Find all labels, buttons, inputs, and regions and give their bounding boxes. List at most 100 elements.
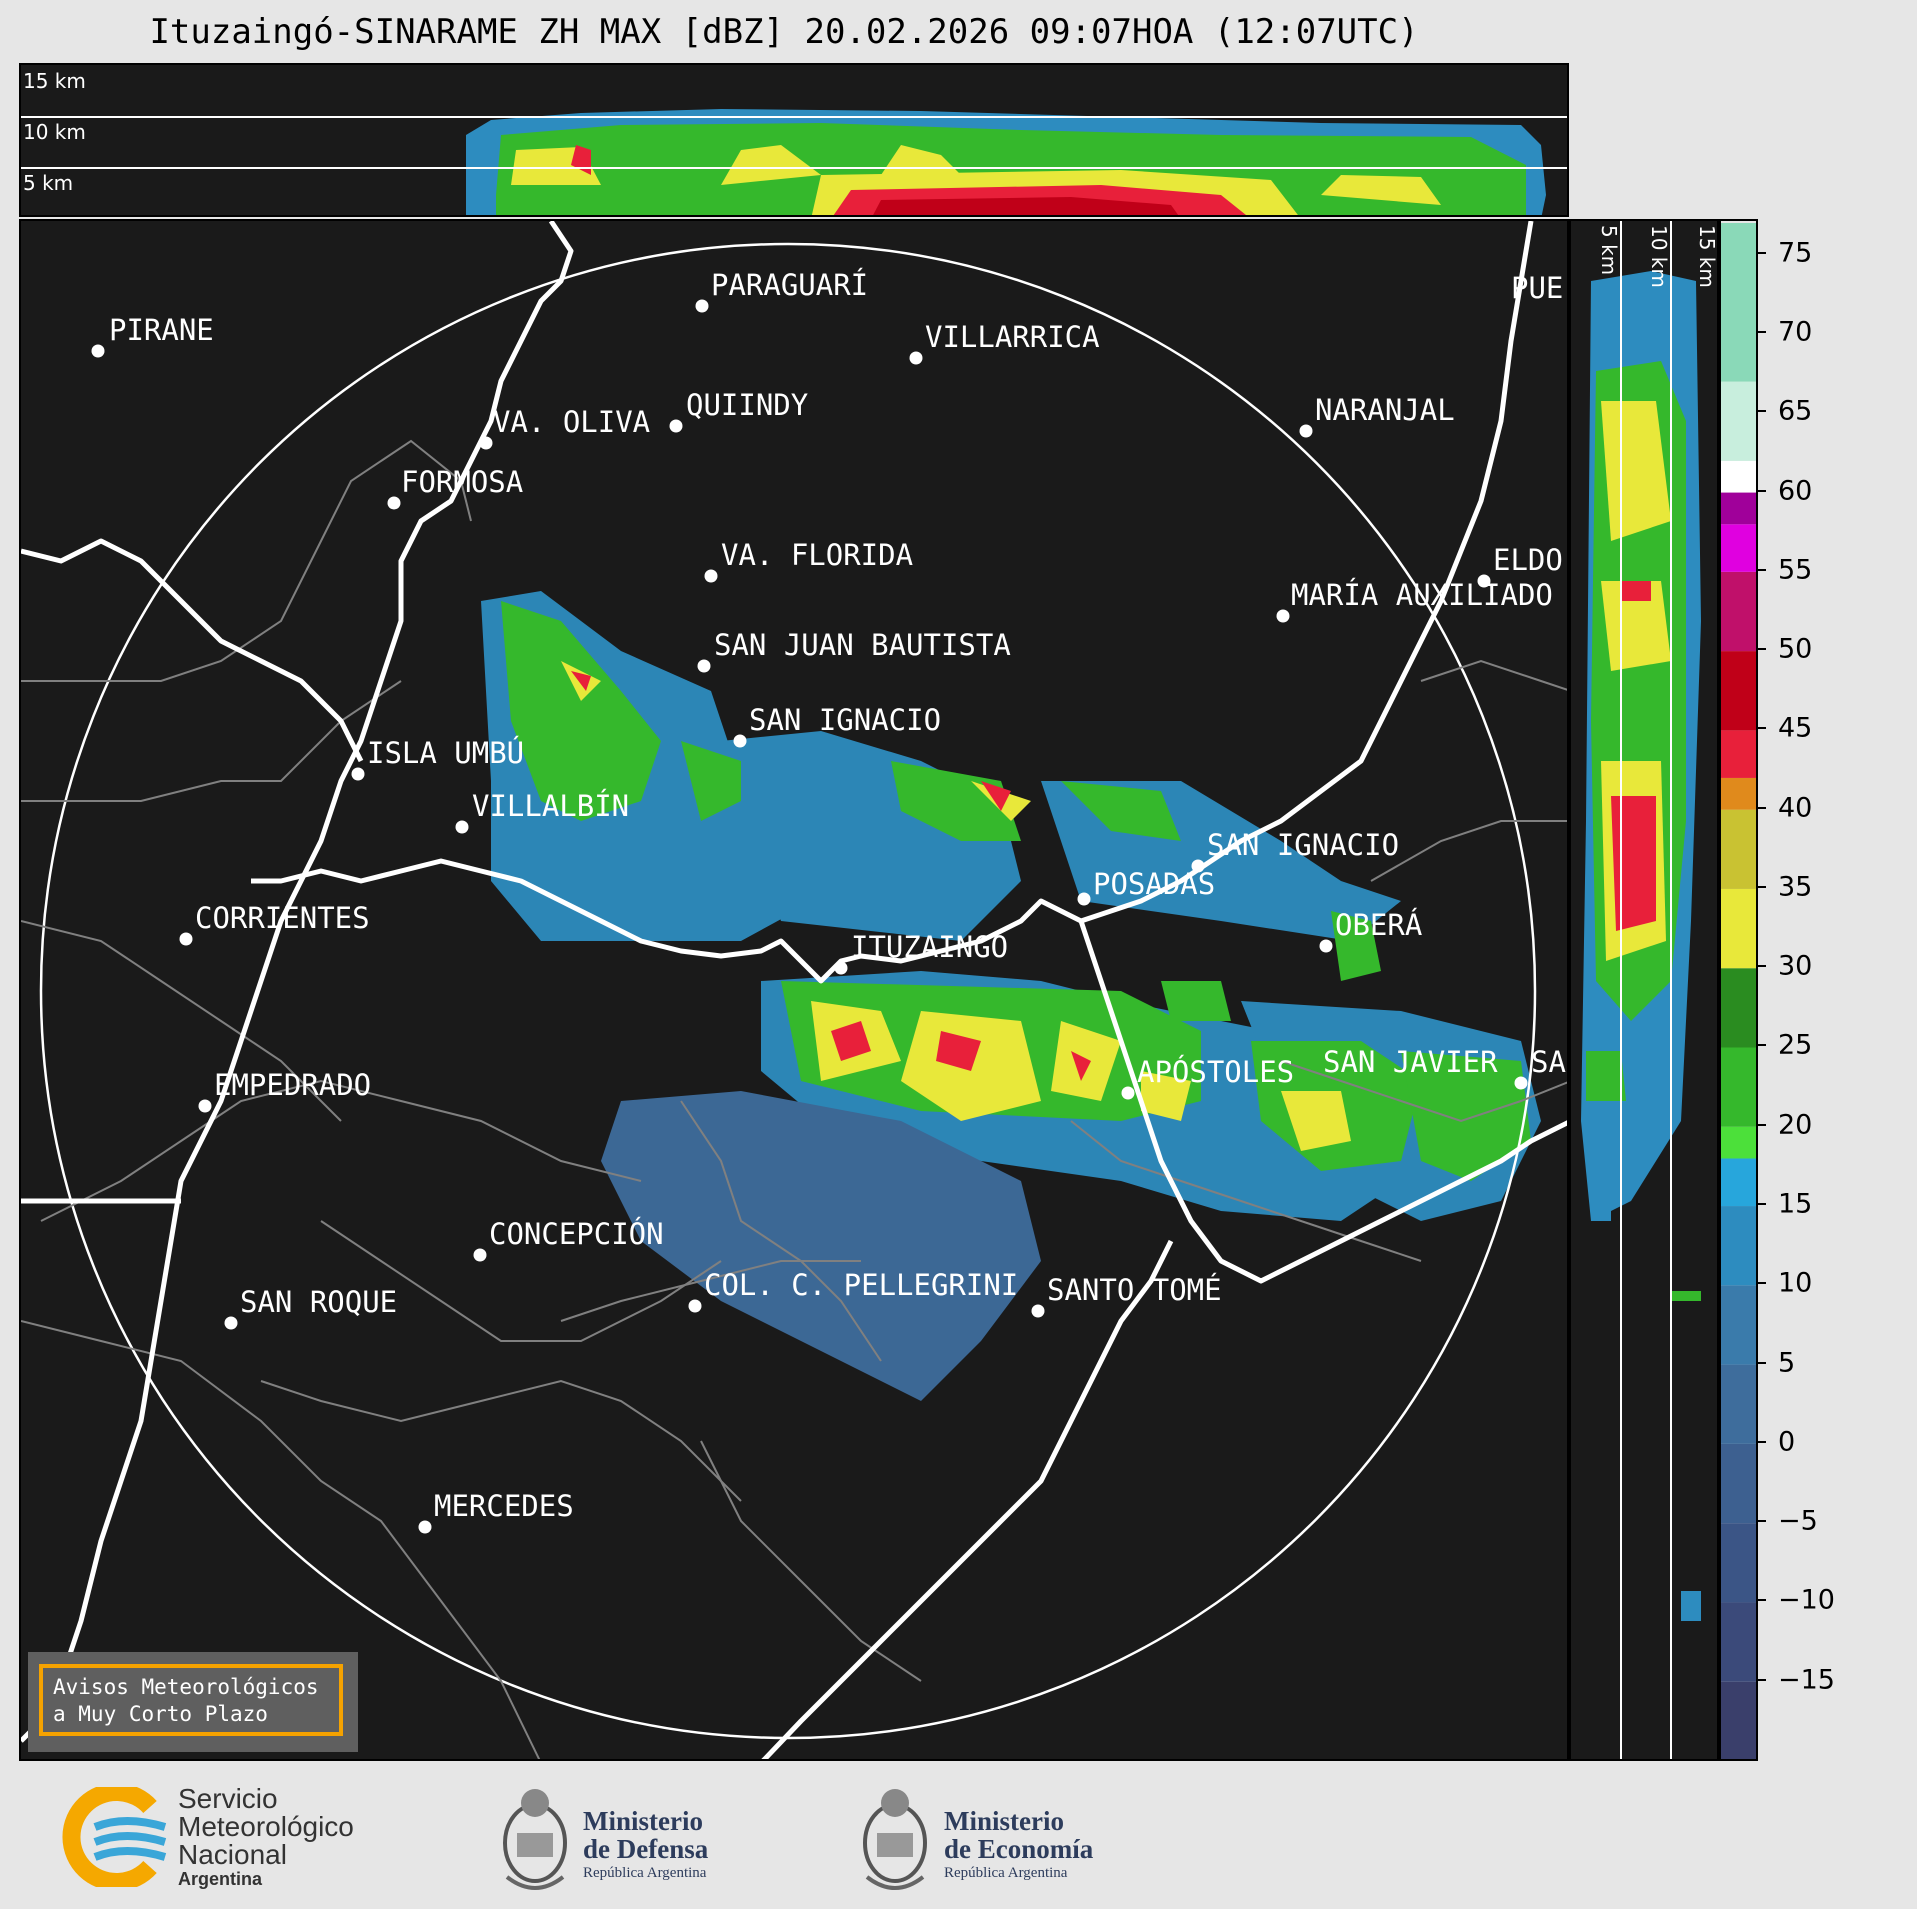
city-label-concepcion: CONCEPCIÓN: [489, 1217, 664, 1251]
warning-box[interactable]: Avisos Meteorológicos a Muy Corto Plazo: [28, 1652, 358, 1752]
city-label-isla-umbu: ISLA UMBÚ: [367, 736, 525, 770]
smn-line-2: Meteorológico: [178, 1811, 354, 1842]
altitude-label-5km: 5 km: [23, 171, 74, 195]
colorbar-tick-mark: [1758, 885, 1766, 888]
colorbar-tick-mark: [1758, 648, 1766, 651]
city-label-san-ignacio-py: SAN IGNACIO: [749, 703, 942, 737]
colorbar-tick-mark: [1758, 1203, 1766, 1206]
city-marker: [1514, 1076, 1528, 1090]
colorbar-tick-mark: [1758, 1282, 1766, 1285]
economia-line-3: República Argentina: [944, 1865, 1068, 1881]
city-marker: [704, 569, 718, 583]
city-marker: [688, 1299, 702, 1313]
colorbar-band: [1721, 809, 1756, 889]
warning-button[interactable]: Avisos Meteorológicos a Muy Corto Plazo: [39, 1664, 343, 1736]
city-marker: [455, 820, 469, 834]
colorbar-band: [1721, 223, 1756, 382]
smn-logo-text: Servicio Meteorológico Nacional Argentin…: [178, 1783, 354, 1890]
colorbar-tick-mark: [1758, 806, 1766, 809]
colorbar-band: [1721, 460, 1756, 493]
colorbar-tick-mark: [1758, 1599, 1766, 1602]
radar-echoes-red: [571, 671, 1091, 1081]
city-marker: [697, 659, 711, 673]
colorbar-tick-label: 5: [1778, 1347, 1796, 1379]
altitude-label-15km: 15 km: [23, 69, 86, 93]
colorbar-tick-label: 65: [1778, 395, 1813, 427]
altitude-line-5km: [21, 167, 1567, 169]
economia-line-1: Ministerio: [944, 1806, 1064, 1836]
city-marker: [1077, 892, 1091, 906]
city-marker: [179, 932, 193, 946]
radar-map-panel: PIRANE PARAGUARÍ VILLARRICA QUIINDY VA. …: [19, 219, 1569, 1761]
colorbar-band: [1721, 1158, 1756, 1207]
colorbar-tick-mark: [1758, 1361, 1766, 1364]
radar-map: [21, 221, 1567, 1759]
city-label-mercedes: MERCEDES: [434, 1489, 574, 1523]
colorbar-tick-label: 10: [1778, 1267, 1813, 1299]
colorbar-band: [1721, 492, 1756, 525]
city-marker: [1031, 1304, 1045, 1318]
side-altitude-label-15km: 15 km: [1695, 225, 1719, 288]
colorbar-band: [1721, 1523, 1756, 1603]
warning-line-1: Avisos Meteorológicos: [53, 1675, 319, 1699]
defensa-line-3: República Argentina: [583, 1865, 707, 1881]
city-label-formosa: FORMOSA: [401, 465, 524, 499]
colorbar-tick-label: 60: [1778, 475, 1813, 507]
colorbar-tick-label: 40: [1778, 792, 1813, 824]
defensa-line-1: Ministerio: [583, 1806, 703, 1836]
city-label-paraguari: PARAGUARÍ: [711, 268, 869, 302]
colorbar-tick-mark: [1758, 1440, 1766, 1443]
defensa-logo-text: Ministerio de Defensa República Argentin…: [583, 1807, 708, 1883]
city-label-san-ignacio-ar: SAN IGNACIO: [1207, 828, 1400, 862]
smn-line-4: Argentina: [178, 1869, 263, 1889]
economia-line-2: de Economía: [944, 1834, 1094, 1864]
colorbar-tick-label: 35: [1778, 871, 1813, 903]
economia-logo-text: Ministerio de Economía República Argenti…: [944, 1807, 1093, 1883]
city-label-pirane: PIRANE: [109, 313, 214, 347]
city-marker: [669, 419, 683, 433]
colorbar-tick-mark: [1758, 727, 1766, 730]
city-marker: [1121, 1086, 1135, 1100]
city-label-san-juan-bautista: SAN JUAN BAUTISTA: [714, 628, 1011, 662]
side-altitude-line-10km: [1670, 221, 1672, 1759]
colorbar-band: [1721, 651, 1756, 731]
colorbar-band: [1721, 1126, 1756, 1159]
colorbar-tick-label: 30: [1778, 950, 1813, 982]
admin-boundaries: [21, 439, 1567, 1759]
colorbar-tick-label: 70: [1778, 316, 1813, 348]
city-label-obera: OBERÁ: [1335, 908, 1423, 942]
colorbar-tick-label: 0: [1778, 1426, 1796, 1458]
altitude-label-10km: 10 km: [23, 120, 86, 144]
side-altitude-line-5km: [1620, 221, 1622, 1759]
city-marker: [1191, 859, 1205, 873]
city-marker: [834, 961, 848, 975]
city-label-col-c-pellegrini: COL. C. PELLEGRINI: [704, 1268, 1019, 1302]
colorbar-tick-label: 75: [1778, 237, 1813, 269]
colorbar-tick-mark: [1758, 568, 1766, 571]
city-label-maria-auxiliado: MARÍA AUXILIADO: [1291, 578, 1553, 612]
city-label-apostoles: APÓSTOLES: [1137, 1055, 1295, 1089]
colorbar-band: [1721, 730, 1756, 778]
colorbar-tick-mark: [1758, 489, 1766, 492]
colorbar-band: [1721, 1602, 1756, 1682]
top-cross-section-echoes: [466, 109, 1546, 215]
city-label-ituzaingo: ITUZAINGÓ: [851, 930, 1009, 964]
colorbar-band: [1721, 968, 1756, 1048]
city-label-san-javier: SAN JAVIER: [1323, 1045, 1498, 1079]
defensa-line-2: de Defensa: [583, 1834, 709, 1864]
city-marker: [387, 496, 401, 510]
smn-line-3: Nacional: [178, 1839, 287, 1870]
footer-logos: Servicio Meteorológico Nacional Argentin…: [0, 1765, 1917, 1909]
side-altitude-label-10km: 10 km: [1647, 225, 1671, 288]
city-marker: [479, 436, 493, 450]
smn-line-1: Servicio: [178, 1783, 278, 1814]
city-marker: [473, 1248, 487, 1262]
colorbar-band: [1721, 1047, 1756, 1127]
economia-coat-of-arms-icon: [863, 1789, 927, 1890]
colorbar-tick-label: −15: [1778, 1664, 1835, 1696]
radar-echoes-green: [501, 601, 1531, 1181]
colorbar-tick-mark: [1758, 330, 1766, 333]
colorbar-tick-label: 25: [1778, 1029, 1813, 1061]
colorbar-band: [1721, 777, 1756, 810]
city-marker: [351, 767, 365, 781]
